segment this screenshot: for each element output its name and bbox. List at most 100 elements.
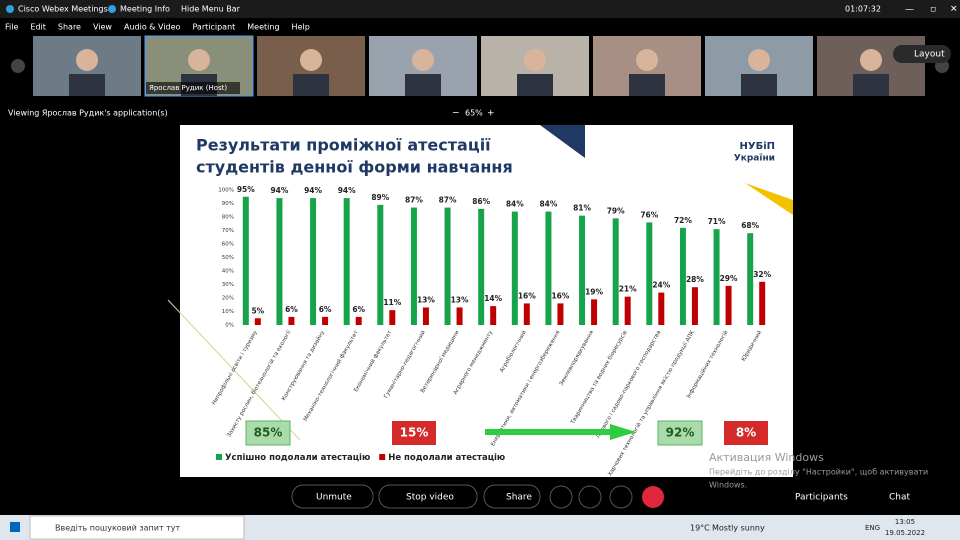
y-tick-label: 60%	[222, 242, 234, 248]
share-button[interactable]	[483, 484, 541, 509]
value-label: 6%	[285, 305, 298, 314]
participant-strip: Ярослав Рудик (Host)	[33, 35, 925, 97]
value-label: 16%	[518, 291, 536, 300]
bar	[557, 303, 564, 325]
layout-button[interactable]	[893, 45, 951, 63]
minimize[interactable]: —	[905, 5, 914, 15]
name-tag	[146, 82, 240, 94]
zoom-in[interactable]: +	[487, 109, 495, 119]
summary-value: 85%	[254, 426, 283, 440]
bar	[242, 196, 249, 325]
value-label: 86%	[472, 197, 490, 206]
face	[76, 49, 98, 71]
menu-item[interactable]: Edit	[30, 23, 46, 32]
share-label[interactable]: Share	[506, 493, 532, 503]
video-button[interactable]	[378, 484, 478, 509]
slide-title: студентів денної форми навчання	[196, 158, 513, 177]
search-box[interactable]	[29, 515, 245, 540]
value-label: 28%	[686, 275, 704, 284]
bar	[490, 306, 497, 325]
menu-item[interactable]: Audio & Video	[124, 23, 181, 32]
watermark-text: Windows.	[709, 481, 747, 490]
bar	[511, 211, 518, 325]
bar	[343, 198, 350, 325]
body	[741, 74, 777, 96]
menu-item[interactable]: Participant	[192, 23, 235, 32]
leave-button[interactable]	[642, 486, 664, 508]
value-label: 79%	[607, 206, 625, 215]
value-label: 81%	[573, 204, 591, 213]
menu-item[interactable]: Share	[58, 23, 81, 32]
participants-button[interactable]: Participants	[795, 493, 848, 503]
y-tick-label: 90%	[222, 201, 234, 207]
value-label: 94%	[304, 186, 322, 195]
bar	[545, 211, 552, 325]
app-icon	[6, 5, 14, 13]
value-label: 6%	[352, 305, 365, 314]
chat-button[interactable]: Chat	[889, 493, 911, 503]
bar	[658, 292, 665, 325]
layout-label[interactable]: Layout	[914, 50, 945, 60]
start-button[interactable]	[10, 522, 20, 532]
summary-box	[245, 420, 291, 446]
menu-item[interactable]: Help	[292, 23, 310, 32]
hide-menu-bar[interactable]: Hide Menu Bar	[181, 5, 241, 14]
bar	[276, 198, 283, 325]
emoji-button[interactable]	[578, 485, 602, 509]
legend-swatch	[216, 454, 222, 460]
video-label[interactable]: Stop video	[406, 493, 454, 503]
maximize[interactable]: ▫	[930, 5, 936, 15]
bar	[747, 233, 754, 325]
bar	[679, 227, 686, 325]
y-tick-label: 40%	[222, 269, 234, 275]
bar	[579, 215, 586, 325]
bar	[422, 307, 429, 325]
value-label: 94%	[270, 186, 288, 195]
face	[748, 49, 770, 71]
bar	[725, 285, 732, 325]
value-label: 19%	[585, 287, 603, 296]
value-label: 32%	[753, 270, 771, 279]
unmute-label[interactable]: Unmute	[316, 493, 352, 503]
summary-value: 8%	[736, 426, 756, 440]
logo: України	[734, 154, 775, 164]
value-label: 87%	[439, 196, 457, 205]
meeting-info[interactable]: Meeting Info	[120, 5, 170, 14]
face	[412, 49, 434, 71]
decor	[540, 125, 585, 158]
more-button[interactable]	[609, 485, 633, 509]
bar	[591, 299, 598, 325]
summary-box	[724, 421, 768, 445]
value-label: 16%	[551, 291, 569, 300]
unmute-button[interactable]	[291, 484, 374, 509]
legend-label: Успішно подолали атестацію	[225, 452, 370, 463]
bar	[523, 303, 530, 325]
search-placeholder[interactable]: Введіть пошуковий запит тут	[55, 524, 181, 533]
clock: 01:07:32	[845, 5, 881, 14]
menu-item[interactable]: File	[5, 23, 18, 32]
bar	[612, 218, 619, 325]
menu-item[interactable]: View	[93, 23, 112, 32]
value-label: 5%	[251, 306, 264, 315]
y-tick-label: 100%	[218, 188, 234, 194]
prev-button[interactable]	[11, 59, 25, 73]
time: 13:05	[895, 518, 915, 526]
value-label: 68%	[741, 221, 759, 230]
summary-value: 92%	[666, 426, 695, 440]
bar	[288, 316, 295, 325]
bar	[713, 229, 720, 325]
value-label: 76%	[640, 210, 658, 219]
y-tick-label: 50%	[222, 255, 234, 261]
zoom-level: 65%	[465, 109, 483, 118]
decor	[745, 183, 793, 215]
y-tick-label: 10%	[222, 309, 234, 315]
arrow	[485, 424, 636, 440]
reactions-button[interactable]	[549, 485, 573, 509]
close[interactable]: ✕	[950, 5, 958, 15]
menu-item[interactable]: Meeting	[247, 23, 279, 32]
bar	[646, 222, 653, 325]
face	[636, 49, 658, 71]
value-label: 94%	[338, 186, 356, 195]
zoom-out[interactable]: −	[452, 109, 460, 119]
bar	[322, 316, 329, 325]
